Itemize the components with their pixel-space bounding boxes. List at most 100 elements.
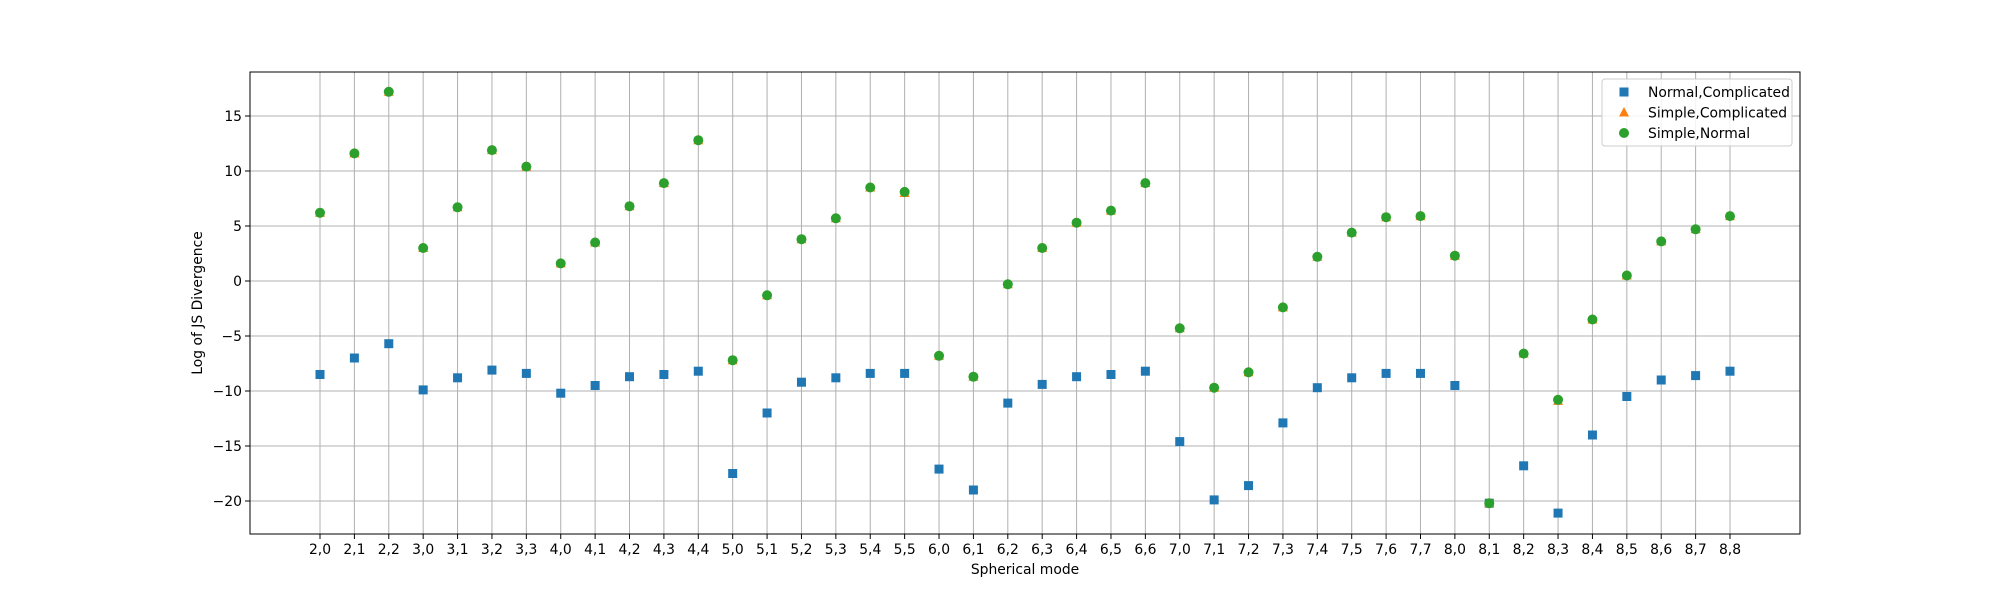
point-normal-complicated xyxy=(315,370,325,379)
x-tick-label: 7,7 xyxy=(1409,542,1431,558)
point-simple-normal xyxy=(1346,227,1357,238)
point-simple-normal xyxy=(796,234,807,245)
x-tick-label: 3,0 xyxy=(412,542,434,558)
point-simple-normal xyxy=(1037,243,1048,253)
point-simple-normal xyxy=(1105,205,1116,216)
legend-label-simple-complicated: Simple,Complicated xyxy=(1648,106,1787,122)
point-normal-complicated xyxy=(1347,373,1357,383)
x-tick-label: 8,3 xyxy=(1547,542,1569,558)
point-normal-complicated xyxy=(1003,398,1013,408)
point-simple-normal xyxy=(1725,211,1735,222)
x-tick-label: 5,1 xyxy=(756,542,778,558)
point-simple-normal xyxy=(658,178,669,189)
grid-lines xyxy=(250,72,1800,534)
x-tick-label: 7,6 xyxy=(1375,542,1397,558)
x-tick-label: 2,2 xyxy=(378,542,400,558)
point-normal-complicated xyxy=(693,366,703,376)
point-simple-normal xyxy=(762,290,773,301)
point-normal-complicated xyxy=(900,368,910,378)
x-tick-label: 2,0 xyxy=(309,542,331,558)
point-normal-complicated xyxy=(1553,508,1563,518)
point-normal-complicated xyxy=(831,373,841,383)
x-tick-label: 8,7 xyxy=(1685,542,1707,558)
y-tick-label: 15 xyxy=(224,109,242,125)
point-simple-normal xyxy=(1174,323,1185,334)
legend-label-simple-normal: Simple,Normal xyxy=(1648,126,1750,142)
legend-label-normal-complicated: Normal,Complicated xyxy=(1648,85,1790,101)
x-tick-label: 6,5 xyxy=(1100,542,1122,558)
point-normal-complicated xyxy=(1244,481,1254,491)
point-simple-normal xyxy=(349,148,360,159)
point-simple-normal xyxy=(1209,382,1220,393)
y-tick-label: 10 xyxy=(224,164,242,180)
point-normal-complicated xyxy=(521,368,531,378)
point-normal-complicated xyxy=(968,485,978,495)
point-normal-complicated xyxy=(1209,495,1219,505)
point-simple-normal xyxy=(1415,211,1426,222)
point-normal-complicated xyxy=(1072,372,1082,382)
point-normal-complicated xyxy=(1381,368,1391,378)
x-tick-label: 6,0 xyxy=(928,542,950,558)
x-tick-label: 6,3 xyxy=(1031,542,1053,558)
x-tick-label: 8,2 xyxy=(1513,542,1535,558)
point-simple-normal xyxy=(1587,314,1598,325)
point-normal-complicated xyxy=(762,408,772,418)
point-simple-normal xyxy=(1484,498,1495,509)
x-axis-label: Spherical mode xyxy=(971,562,1079,578)
point-simple-normal xyxy=(1621,270,1632,281)
x-tick-label: 5,3 xyxy=(825,542,847,558)
point-simple-normal xyxy=(1277,302,1288,313)
point-simple-normal xyxy=(486,145,497,156)
point-normal-complicated xyxy=(1587,430,1597,440)
x-tick-label: 6,1 xyxy=(962,542,984,558)
y-tick-label: −15 xyxy=(213,439,242,455)
point-normal-complicated xyxy=(796,377,806,387)
y-tick-label: −10 xyxy=(213,384,242,400)
point-normal-complicated xyxy=(865,368,875,378)
point-normal-complicated xyxy=(1278,418,1288,428)
point-simple-normal xyxy=(555,258,566,269)
point-simple-normal xyxy=(315,207,325,218)
point-normal-complicated xyxy=(1140,366,1150,376)
y-axis-label: Log of JS Divergence xyxy=(190,231,206,375)
point-normal-complicated xyxy=(1037,379,1047,389)
point-normal-complicated xyxy=(1312,383,1322,393)
x-tick-label: 7,3 xyxy=(1272,542,1294,558)
point-simple-normal xyxy=(693,135,704,146)
x-tick-label: 2,1 xyxy=(343,542,365,558)
x-tick-label: 8,5 xyxy=(1616,542,1638,558)
point-normal-complicated xyxy=(556,388,566,398)
point-normal-complicated xyxy=(1415,368,1425,378)
legend-marker-simple-complicated xyxy=(1619,107,1629,117)
point-normal-complicated xyxy=(1656,375,1666,385)
x-tick-label: 3,1 xyxy=(447,542,469,558)
point-simple-normal xyxy=(1071,217,1082,228)
point-normal-complicated xyxy=(934,464,944,474)
point-simple-normal xyxy=(1553,394,1564,405)
point-normal-complicated xyxy=(418,385,428,395)
x-tick-label: 4,0 xyxy=(550,542,572,558)
plot-frame xyxy=(249,71,1801,535)
point-simple-normal xyxy=(418,243,429,253)
point-simple-normal xyxy=(1312,251,1323,262)
x-tick-label: 5,2 xyxy=(790,542,812,558)
point-normal-complicated xyxy=(1725,366,1735,376)
point-simple-normal xyxy=(383,86,394,97)
y-tick-label: 0 xyxy=(233,274,242,290)
point-simple-normal xyxy=(727,355,738,366)
point-simple-normal xyxy=(452,202,463,213)
point-simple-normal xyxy=(624,201,635,212)
point-normal-complicated xyxy=(1691,371,1701,381)
point-normal-complicated xyxy=(349,353,359,363)
x-tick-label: 3,2 xyxy=(481,542,503,558)
x-tick-label: 4,3 xyxy=(653,542,675,558)
y-tick-label: −20 xyxy=(213,494,242,510)
legend-box xyxy=(1601,78,1793,147)
point-normal-complicated xyxy=(384,339,394,349)
point-simple-normal xyxy=(1690,224,1701,235)
x-tick-label: 6,4 xyxy=(1066,542,1088,558)
point-normal-complicated xyxy=(487,365,497,375)
point-normal-complicated xyxy=(1106,370,1116,379)
x-tick-label: 8,1 xyxy=(1478,542,1500,558)
point-normal-complicated xyxy=(453,373,463,383)
